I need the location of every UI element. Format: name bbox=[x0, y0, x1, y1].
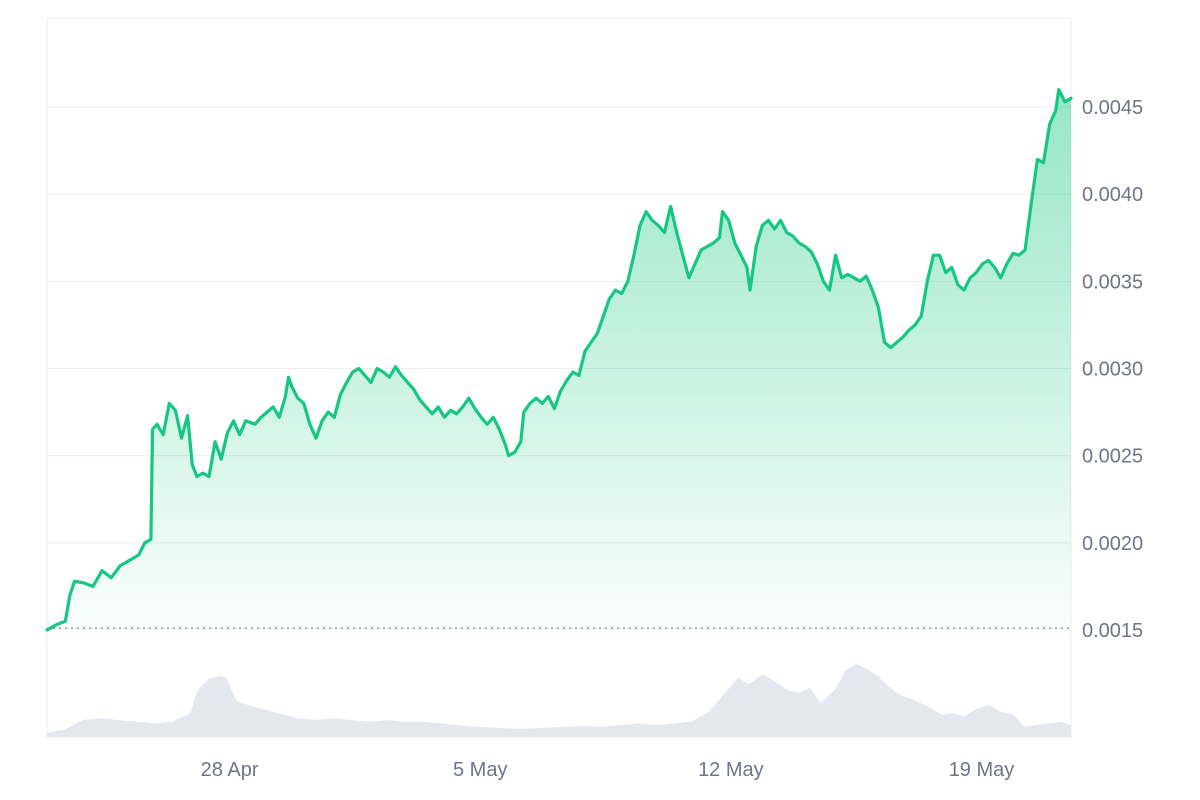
x-tick-label: 12 May bbox=[698, 759, 764, 781]
x-tick-label: 5 May bbox=[453, 759, 507, 781]
y-tick-label: 0.0020 bbox=[1082, 533, 1143, 555]
y-axis-labels: 0.0015 0.0020 0.0025 0.0030 0.0035 0.0040 0.00… bbox=[1082, 97, 1143, 642]
y-tick-label: 0.0040 bbox=[1082, 184, 1143, 206]
x-tick-label: 19 May bbox=[949, 759, 1015, 781]
volume-shape bbox=[47, 663, 1071, 737]
price-line bbox=[45, 88, 1073, 632]
y-tick-label: 0.0025 bbox=[1082, 446, 1143, 468]
y-tick-label: 0.0035 bbox=[1082, 271, 1143, 293]
x-axis-labels: 28 Apr 5 May 12 May 19 May bbox=[201, 759, 1015, 781]
y-tick-label: 0.0045 bbox=[1082, 97, 1143, 119]
volume-area bbox=[47, 663, 1071, 737]
area-shape bbox=[47, 89, 1071, 631]
y-tick-label: 0.0015 bbox=[1082, 620, 1143, 642]
y-tick-label: 0.0030 bbox=[1082, 359, 1143, 381]
price-area-fill bbox=[47, 89, 1071, 631]
x-tick-label: 28 Apr bbox=[201, 759, 259, 781]
price-line-path bbox=[45, 88, 1073, 632]
